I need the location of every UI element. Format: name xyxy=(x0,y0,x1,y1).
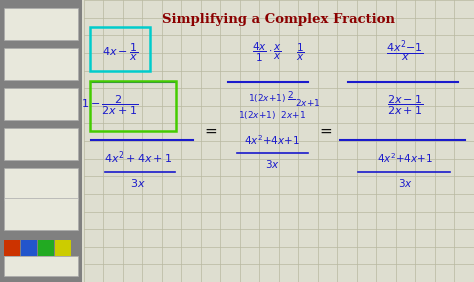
Bar xyxy=(4,256,78,276)
Bar xyxy=(55,240,71,256)
Bar xyxy=(4,88,78,120)
Text: $4x - \dfrac{1}{x}$: $4x - \dfrac{1}{x}$ xyxy=(102,41,138,63)
Text: $4x^2{+}4x{+}1$: $4x^2{+}4x{+}1$ xyxy=(377,151,433,165)
Text: $=$: $=$ xyxy=(202,122,218,138)
Bar xyxy=(38,240,54,256)
Bar xyxy=(4,240,20,256)
Bar xyxy=(21,240,37,256)
Text: $1 - \dfrac{\ \ 2\ \ }{2x+1}$: $1 - \dfrac{\ \ 2\ \ }{2x+1}$ xyxy=(82,93,138,117)
Bar xyxy=(4,48,78,80)
Bar xyxy=(4,8,78,40)
Text: $=$: $=$ xyxy=(317,122,333,138)
Text: $3x$: $3x$ xyxy=(130,177,146,189)
Bar xyxy=(4,128,78,160)
Text: $\dfrac{2x-1}{2x+1}$: $\dfrac{2x-1}{2x+1}$ xyxy=(387,93,423,117)
Text: $1(2x{+}1)\ \ 2x{+}1$: $1(2x{+}1)\ \ 2x{+}1$ xyxy=(238,109,306,121)
Text: $\dfrac{1}{x}$: $\dfrac{1}{x}$ xyxy=(296,41,304,63)
Text: $3x$: $3x$ xyxy=(264,158,279,170)
Bar xyxy=(4,198,78,230)
Text: $3x$: $3x$ xyxy=(398,177,412,189)
Text: $\dfrac{4x^2{-}1}{x}$: $\dfrac{4x^2{-}1}{x}$ xyxy=(386,39,424,65)
Bar xyxy=(0,0,82,282)
Text: $4x^2{+}4x{+}1$: $4x^2{+}4x{+}1$ xyxy=(244,133,300,147)
Text: $4x^2 + 4x + 1$: $4x^2 + 4x + 1$ xyxy=(104,150,172,166)
Text: $\ \ \ \ \ \ \ \ \ \ \ 2x{+}1$: $\ \ \ \ \ \ \ \ \ \ \ 2x{+}1$ xyxy=(263,98,321,109)
Text: Simplifying a Complex Fraction: Simplifying a Complex Fraction xyxy=(163,13,395,26)
Bar xyxy=(4,168,78,200)
Text: $1(2x{+}1)\ \dfrac{2}{\ \ }$: $1(2x{+}1)\ \dfrac{2}{\ \ }$ xyxy=(248,89,296,105)
Text: $\dfrac{4x}{1}\cdot\dfrac{x}{x}$: $\dfrac{4x}{1}\cdot\dfrac{x}{x}$ xyxy=(252,40,282,64)
